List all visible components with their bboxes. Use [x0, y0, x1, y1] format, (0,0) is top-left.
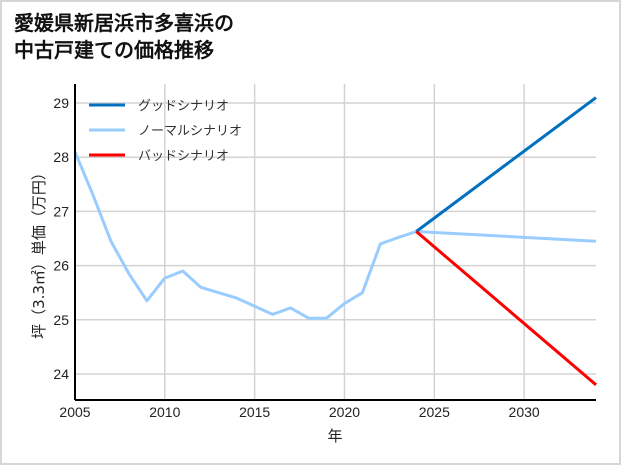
title-line-1: 愛媛県新居浜市多喜浜の [14, 11, 234, 35]
x-tick-label: 2005 [59, 404, 90, 420]
x-tick-label: 2020 [329, 404, 360, 420]
legend-label: バッドシナリオ [138, 149, 229, 164]
axes [74, 84, 596, 401]
chart-title: 愛媛県新居浜市多喜浜の 中古戸建ての価格推移 [14, 10, 234, 64]
legend-label: グッドシナリオ [138, 99, 229, 114]
y-tick-label: 27 [53, 203, 69, 219]
x-tick-label: 2010 [149, 404, 180, 420]
x-tick-label: 2015 [239, 404, 270, 420]
x-tick-label: 2030 [509, 404, 540, 420]
y-axis-label: 坪（3.3㎡）単価（万円） [30, 165, 48, 339]
y-tick-label: 26 [53, 258, 69, 274]
legend-label: ノーマルシナリオ [138, 124, 242, 139]
title-line-2: 中古戸建ての価格推移 [14, 38, 214, 62]
series-line [415, 96, 597, 233]
series-line [73, 151, 597, 320]
x-tick-label: 2025 [419, 404, 450, 420]
y-tick-label: 29 [53, 95, 69, 111]
tick-labels: 2005 2010 2015 2020 2025 2030 24 25 26 27 28 29 [53, 95, 539, 420]
y-tick-label: 25 [53, 312, 69, 328]
y-tick-label: 28 [53, 149, 69, 165]
y-tick-label: 24 [53, 366, 69, 382]
x-axis-label: 年 [327, 427, 342, 445]
series-line [415, 230, 597, 386]
data-series [73, 96, 597, 386]
